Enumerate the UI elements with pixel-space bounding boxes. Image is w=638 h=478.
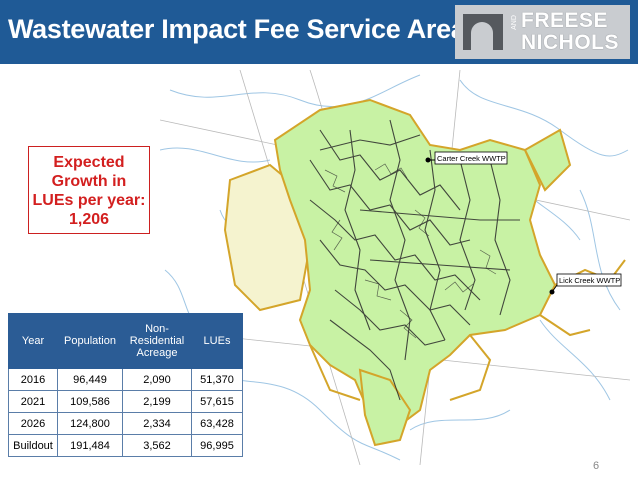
slide-header: Wastewater Impact Fee Service Area AND F…	[0, 0, 638, 64]
carter-creek-label: Carter Creek WWTP	[437, 154, 506, 163]
header-year: Year	[8, 313, 58, 369]
callout-line1: Expected	[53, 154, 125, 171]
cell-acreage: 2,334	[122, 412, 192, 435]
cell-acreage: 2,090	[122, 368, 192, 391]
cell-year: 2021	[8, 390, 58, 413]
cell-lues: 57,615	[191, 390, 243, 413]
header-nonres-acreage: Non- Residential Acreage	[122, 313, 192, 369]
cell-year: Buildout	[8, 434, 58, 457]
header-population: Population	[57, 313, 123, 369]
table-row: 2016 96,449 2,090 51,370	[8, 368, 243, 391]
cell-acreage: 2,199	[122, 390, 192, 413]
population-lue-table: Year Population Non- Residential Acreage…	[8, 313, 243, 457]
table-row: 2021 109,586 2,199 57,615	[8, 390, 243, 413]
header-lues: LUEs	[191, 313, 243, 369]
freese-nichols-logo: AND FREESE NICHOLS	[455, 5, 630, 59]
growth-callout: Expected Growth in LUEs per year: 1,206	[28, 146, 150, 234]
lick-creek-label: Lick Creek WWTP	[559, 276, 620, 285]
cell-population: 96,449	[57, 368, 123, 391]
table-row: Buildout 191,484 3,562 96,995	[8, 434, 243, 457]
table-row: 2026 124,800 2,334 63,428	[8, 412, 243, 435]
cell-lues: 96,995	[191, 434, 243, 457]
page-number: 6	[593, 460, 600, 472]
logo-mark-icon	[463, 14, 503, 50]
cell-lues: 51,370	[191, 368, 243, 391]
cell-population: 191,484	[57, 434, 123, 457]
cell-lues: 63,428	[191, 412, 243, 435]
callout-line2: Growth in	[51, 173, 127, 190]
cell-year: 2016	[8, 368, 58, 391]
cell-year: 2026	[8, 412, 58, 435]
table-header-row: Year Population Non- Residential Acreage…	[8, 313, 243, 369]
slide-title: Wastewater Impact Fee Service Area	[8, 14, 466, 44]
cell-population: 124,800	[57, 412, 123, 435]
cell-population: 109,586	[57, 390, 123, 413]
cell-acreage: 3,562	[122, 434, 192, 457]
logo-line2: NICHOLS	[521, 31, 619, 54]
logo-line1: FREESE	[521, 9, 609, 32]
logo-and: AND	[510, 15, 518, 30]
callout-line3: LUEs per year:	[32, 192, 146, 209]
callout-value: 1,206	[68, 211, 110, 228]
